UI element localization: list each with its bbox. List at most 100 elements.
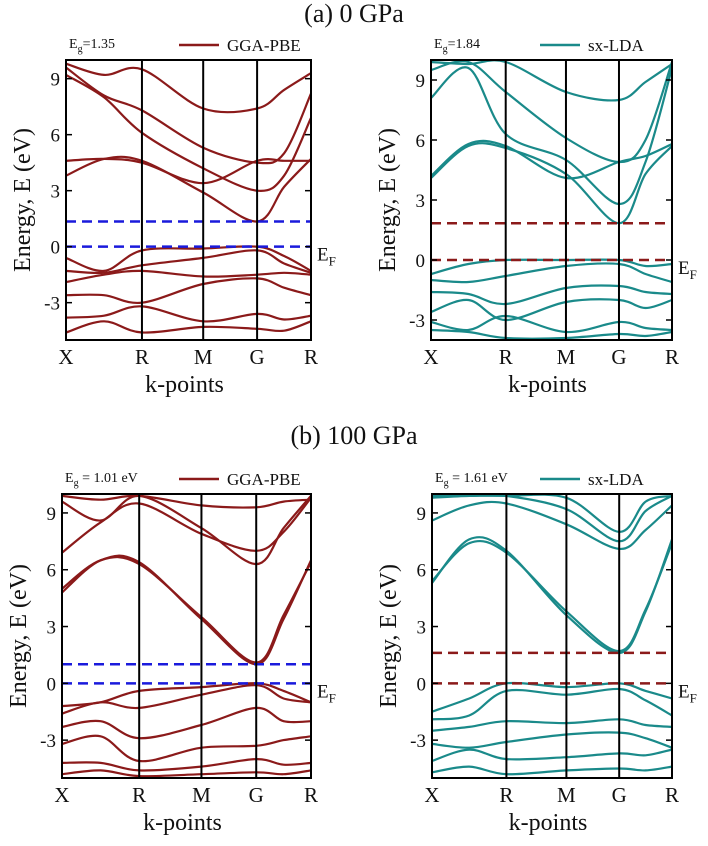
y-tick-label: 0: [417, 674, 427, 695]
x-axis-label: k-points: [145, 372, 224, 398]
band-gap-label: Eg=1.84: [434, 37, 480, 55]
band-line-3: [62, 494, 311, 509]
x-tick-label-x: X: [424, 783, 439, 807]
y-tick-label: 6: [47, 561, 57, 582]
legend-label: sx-LDA: [588, 470, 644, 489]
x-axis-label: k-points: [509, 810, 588, 836]
x-tick-label-r: R: [132, 783, 146, 807]
panel-3: (b) 100 GPa -3 0 3 6 9 X R M G Rk-points Energy, E …: [6, 421, 418, 836]
x-tick-label-r: R: [499, 783, 513, 807]
band-line-2: [432, 539, 672, 653]
band-line-9: [431, 298, 672, 322]
band-lines: [66, 62, 311, 334]
x-tick-label-x: X: [54, 783, 69, 807]
x-tick-label-r: R: [665, 345, 679, 369]
y-tick-label: 6: [416, 131, 426, 152]
x-tick-label-g: G: [250, 345, 265, 369]
x-tick-label-x: X: [423, 345, 438, 369]
band-line-11: [432, 765, 672, 776]
section-title: (b) 100 GPa: [290, 421, 418, 450]
x-tick-label-g: G: [249, 783, 264, 807]
y-tick-label: 9: [47, 504, 57, 525]
y-tick-label: -3: [410, 731, 426, 752]
plot-frame: [61, 493, 312, 779]
x-tick-label-x: X: [58, 345, 73, 369]
band-line-11: [62, 769, 311, 778]
x-tick-label-m: M: [194, 345, 213, 369]
band-line-8: [431, 284, 672, 306]
y-tick-label: 0: [47, 674, 57, 695]
y-tick-label: 0: [416, 251, 426, 272]
band-gap-label: Eg=1.35: [69, 37, 115, 55]
y-tick-label: 9: [417, 504, 427, 525]
legend-label: sx-LDA: [588, 36, 644, 55]
y-axis-label: Energy, E (eV): [10, 128, 36, 272]
x-tick-label-m: M: [557, 783, 576, 807]
band-line-1: [66, 73, 311, 192]
band-line-9: [62, 734, 311, 763]
plot-frame: [65, 59, 312, 341]
y-tick-label: 3: [416, 191, 426, 212]
band-line-1: [431, 66, 672, 206]
band-line-7: [431, 262, 672, 284]
fermi-label: EF: [317, 681, 336, 705]
fermi-label: EF: [317, 245, 336, 269]
y-tick-label: -3: [40, 731, 56, 752]
panel-2: -3 0 3 6 9 X R M G Rk-points Energy, E (eV) Eg=1.84…: [375, 36, 697, 398]
x-tick-label-r: R: [304, 783, 318, 807]
y-axis-label: Energy, E (eV): [376, 564, 402, 708]
x-axis-label: k-points: [508, 372, 587, 398]
band-line-2: [66, 66, 311, 165]
band-line-8: [432, 718, 672, 732]
band-line-11: [431, 328, 672, 340]
y-tick-label: 3: [417, 618, 427, 639]
panel-4: -3 0 3 6 9 X R M G Rk-points Energy, E (eV) Eg = 1.…: [376, 470, 697, 836]
band-line-6: [432, 681, 672, 713]
band-lines: [432, 494, 672, 776]
legend-label: GGA-PBE: [227, 36, 301, 55]
fermi-label: EF: [678, 681, 697, 705]
band-line-4: [62, 554, 311, 666]
panel-1: (a) 0 GPa -3 0 3 6 9 X R M G Rk-points Energy, E (e…: [10, 0, 404, 398]
y-axis-label: Energy, E (eV): [375, 128, 401, 272]
y-tick-label: 3: [47, 618, 57, 639]
y-tick-label: 6: [417, 561, 427, 582]
band-line-10: [66, 305, 311, 323]
band-line-6: [431, 258, 672, 276]
x-tick-label-r: R: [665, 783, 679, 807]
legend-label: GGA-PBE: [227, 470, 301, 489]
band-line-10: [431, 314, 672, 334]
plot-frame: [431, 493, 673, 779]
band-line-4: [66, 155, 311, 223]
band-line-10: [432, 748, 672, 763]
x-tick-label-g: G: [612, 783, 627, 807]
band-line-1: [432, 536, 672, 655]
band-line-11: [66, 320, 311, 334]
band-line-10: [62, 757, 311, 772]
band-line-7: [62, 684, 311, 715]
x-tick-label-r: R: [499, 345, 513, 369]
y-tick-label: -3: [44, 294, 60, 315]
y-tick-label: 9: [51, 70, 61, 91]
x-tick-label-r: R: [135, 345, 149, 369]
y-tick-label: 3: [51, 182, 61, 203]
y-tick-label: 0: [51, 238, 61, 259]
band-gap-label: Eg = 1.01 eV: [65, 471, 138, 489]
x-tick-label-g: G: [611, 345, 626, 369]
band-lines: [62, 494, 311, 778]
y-axis-label: Energy, E (eV): [6, 564, 32, 708]
band-line-7: [66, 249, 311, 275]
band-line-8: [62, 706, 311, 740]
band-line-3: [66, 62, 311, 114]
band-lines: [431, 60, 672, 340]
x-axis-label: k-points: [143, 810, 222, 836]
y-tick-label: 6: [51, 126, 61, 147]
x-tick-label-m: M: [192, 783, 211, 807]
x-tick-label-m: M: [557, 345, 576, 369]
band-line-3: [431, 60, 672, 102]
band-line-5: [62, 556, 311, 664]
band-line-9: [66, 277, 311, 305]
x-tick-label-r: R: [304, 345, 318, 369]
band-line-7: [432, 687, 672, 721]
